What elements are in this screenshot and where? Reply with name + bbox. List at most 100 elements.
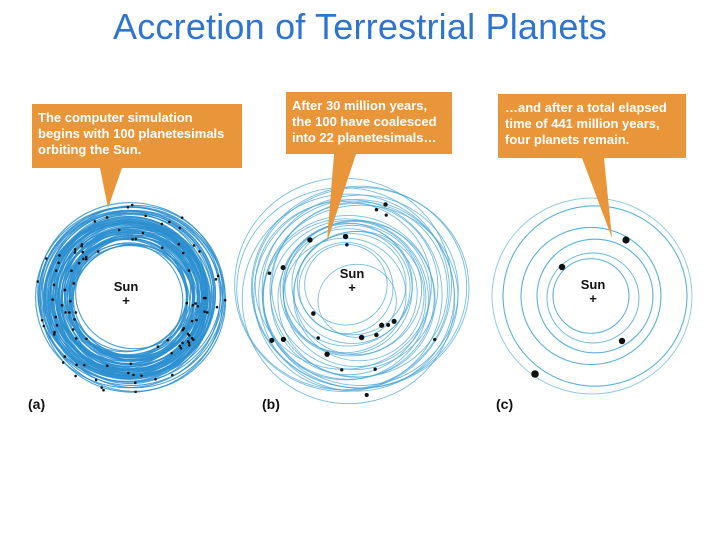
orbit-ring <box>271 203 439 370</box>
orbit-ring <box>536 238 654 354</box>
planetesimal <box>311 311 316 316</box>
orbit-ring <box>61 231 196 360</box>
planetesimal <box>70 269 73 273</box>
planetesimal <box>64 311 67 314</box>
planetesimal <box>63 355 67 358</box>
orbit-ring <box>50 222 205 370</box>
planetesimal <box>40 318 44 322</box>
orbit-ring <box>520 226 662 366</box>
planetesimal <box>168 220 171 224</box>
planetesimal <box>181 341 184 345</box>
panel-label-a: (a) <box>28 396 45 412</box>
planetesimal <box>185 301 189 305</box>
callout-line-3: four planets remain. <box>505 132 629 147</box>
planetesimal <box>73 248 77 251</box>
orbit-ring <box>45 204 226 389</box>
planetesimal <box>383 202 388 207</box>
planetesimal <box>324 351 330 357</box>
planetesimal <box>63 288 67 292</box>
planetesimal <box>75 363 78 367</box>
panel-b: Sun + After 30 million years, the 100 ha… <box>234 92 470 412</box>
planetesimal <box>161 246 164 250</box>
orbit-ring <box>258 199 455 392</box>
planetesimal <box>223 298 227 302</box>
planetesimal <box>52 283 56 287</box>
panel-c-callout: …and after a total elapsed time of 441 m… <box>498 94 686 238</box>
planet <box>622 236 630 244</box>
orbit-ring <box>298 241 394 334</box>
planetesimal <box>178 226 182 230</box>
planetesimal <box>195 318 198 322</box>
orbit-ring <box>292 230 425 362</box>
planetesimal <box>51 298 55 301</box>
planetesimal <box>196 304 200 308</box>
planetesimal <box>36 280 40 283</box>
sun-marker-icon: + <box>122 293 130 308</box>
orbit-ring <box>69 237 187 358</box>
panel-c-orbits <box>491 197 693 395</box>
planetesimal <box>316 336 320 340</box>
planetesimal <box>379 322 385 328</box>
planetesimal <box>178 344 182 348</box>
panel-b-sun: Sun + <box>340 266 365 295</box>
orbit-ring <box>63 226 199 361</box>
planetesimal <box>134 237 138 241</box>
callout-box <box>286 92 452 154</box>
orbit-ring <box>241 193 456 405</box>
callout-line-3: orbiting the Sun. <box>38 142 141 157</box>
planetesimal <box>358 334 365 341</box>
planetesimal <box>74 374 77 378</box>
planetesimal <box>42 324 46 328</box>
planetesimal <box>177 243 181 246</box>
planetesimal <box>132 373 135 377</box>
callout-line-2: time of 441 million years, <box>505 116 660 131</box>
planetesimal <box>53 330 56 334</box>
planetesimal <box>269 337 275 343</box>
planetesimal <box>170 373 174 377</box>
planetesimal <box>216 274 220 278</box>
callout-line-3: into 22 planetesimals… <box>292 130 437 145</box>
panel-c-sun: Sun + <box>581 277 606 306</box>
planetesimal <box>57 261 60 265</box>
panel-b-planetesimals <box>267 202 437 398</box>
planetesimal <box>194 302 197 305</box>
planetesimal <box>373 367 377 372</box>
planetesimal <box>54 269 58 272</box>
callout-line-1: The computer simulation <box>38 110 193 125</box>
planetesimal <box>374 207 379 212</box>
planetesimal <box>52 333 56 336</box>
planetesimal <box>187 269 191 272</box>
planetesimal <box>105 216 109 219</box>
planetesimal <box>188 334 191 337</box>
orbit-ring <box>251 187 470 389</box>
orbit-ring <box>491 197 693 395</box>
panel-a-orbits <box>35 202 227 393</box>
planetesimal <box>74 311 78 314</box>
planetesimal <box>280 336 287 343</box>
orbit-ring <box>317 263 397 338</box>
planetesimal <box>74 337 78 340</box>
planetesimal <box>93 220 97 223</box>
sun-label: Sun <box>114 279 139 294</box>
panel-b-callout: After 30 million years, the 100 have coa… <box>286 92 452 242</box>
orbit-ring <box>38 205 225 387</box>
sun-marker-icon: + <box>589 291 597 306</box>
planetesimal <box>131 238 134 241</box>
orbit-ring <box>39 210 223 393</box>
planetesimal <box>364 392 369 398</box>
planetesimal <box>267 271 272 275</box>
planetesimal <box>54 315 58 319</box>
planetesimal <box>182 327 186 330</box>
planetesimal <box>307 237 313 243</box>
planetesimal <box>134 390 137 394</box>
planetesimal <box>154 377 157 381</box>
planetesimal <box>94 378 98 382</box>
planetesimal <box>141 231 145 235</box>
orbit-ring <box>304 243 388 326</box>
planetesimal <box>156 345 160 348</box>
callout-pointer <box>582 158 612 238</box>
planetesimal <box>188 343 191 347</box>
planetesimal <box>60 304 64 307</box>
planetesimal <box>127 371 130 375</box>
